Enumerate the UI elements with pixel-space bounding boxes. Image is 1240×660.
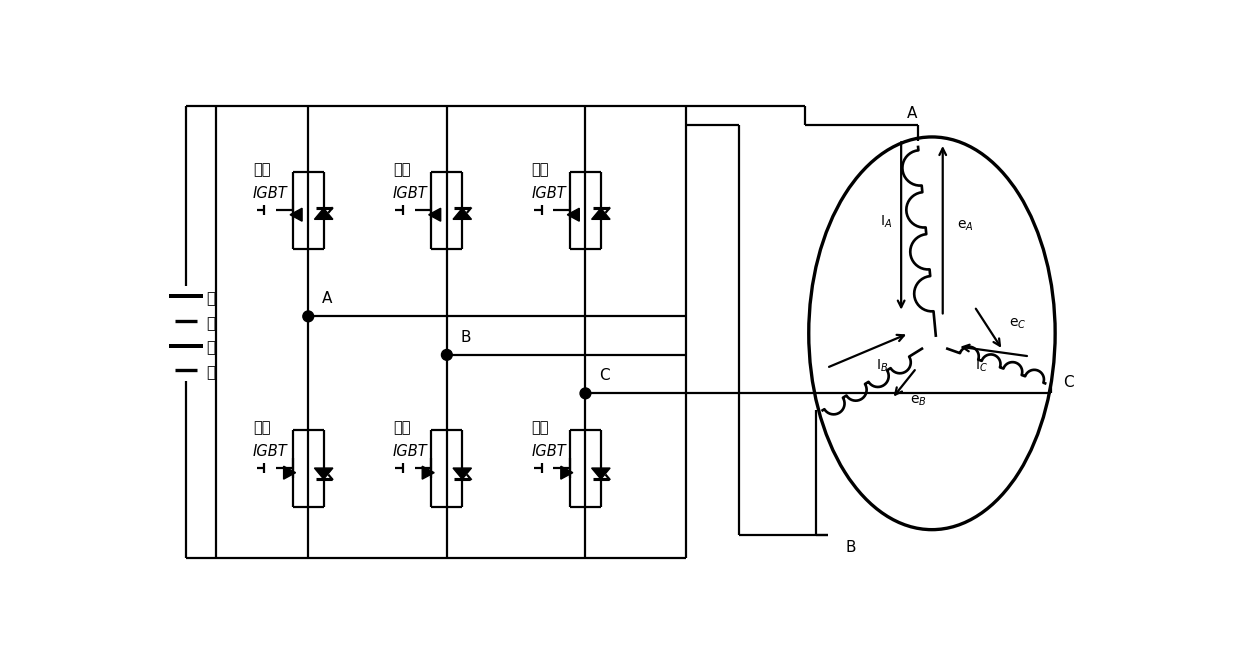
Circle shape [303, 311, 314, 322]
Text: e$_C$: e$_C$ [1009, 317, 1027, 331]
Polygon shape [453, 468, 471, 479]
Text: A: A [906, 106, 918, 121]
Text: C: C [1063, 375, 1074, 390]
Text: I$_B$: I$_B$ [875, 358, 888, 374]
Text: e$_B$: e$_B$ [910, 394, 926, 409]
Circle shape [580, 388, 590, 399]
Text: IGBT: IGBT [393, 185, 428, 201]
Text: 池: 池 [206, 365, 215, 380]
Text: I$_A$: I$_A$ [879, 214, 892, 230]
Text: e$_A$: e$_A$ [957, 218, 975, 233]
Text: 电: 电 [206, 341, 215, 356]
Polygon shape [560, 466, 573, 479]
Polygon shape [591, 468, 610, 479]
Text: 第五: 第五 [393, 420, 410, 436]
Text: 第一: 第一 [253, 162, 270, 178]
Text: C: C [599, 368, 610, 383]
Polygon shape [591, 209, 610, 219]
Text: IGBT: IGBT [393, 444, 428, 459]
Text: B: B [461, 330, 471, 345]
Text: 力: 力 [206, 315, 215, 331]
Text: 第六: 第六 [532, 420, 549, 436]
Text: 第二: 第二 [393, 162, 410, 178]
Text: I$_C$: I$_C$ [976, 358, 988, 374]
Polygon shape [453, 209, 471, 219]
Polygon shape [422, 466, 434, 479]
Polygon shape [567, 209, 579, 221]
Polygon shape [429, 209, 440, 221]
Polygon shape [315, 468, 332, 479]
Text: 动: 动 [206, 291, 215, 306]
Text: B: B [846, 540, 857, 555]
Polygon shape [284, 466, 295, 479]
Text: A: A [322, 291, 332, 306]
Text: IGBT: IGBT [532, 185, 567, 201]
Text: IGBT: IGBT [253, 185, 288, 201]
Polygon shape [315, 209, 332, 219]
Text: IGBT: IGBT [253, 444, 288, 459]
Text: IGBT: IGBT [532, 444, 567, 459]
Text: 第三: 第三 [532, 162, 549, 178]
Text: 第四: 第四 [253, 420, 270, 436]
Polygon shape [290, 209, 303, 221]
Circle shape [441, 350, 453, 360]
